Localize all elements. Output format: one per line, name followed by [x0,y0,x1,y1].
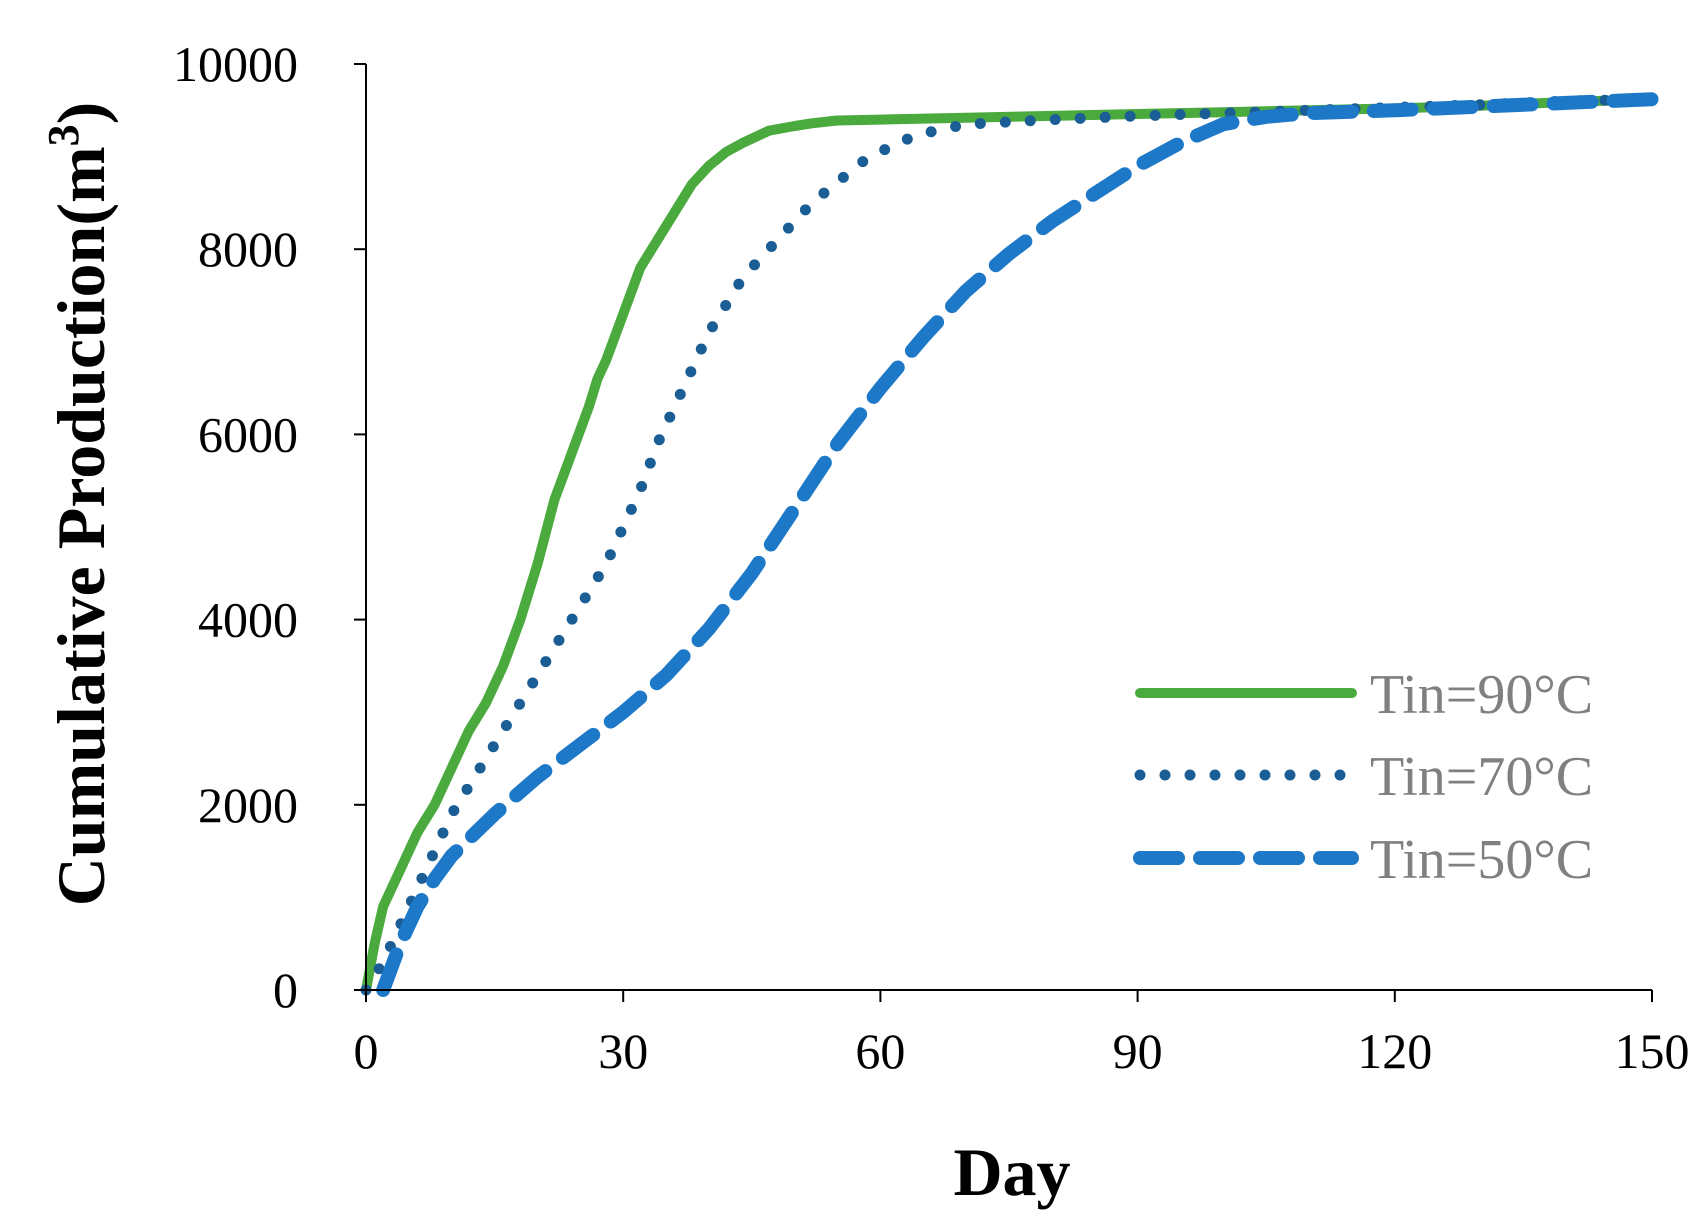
y-tick-label: 8000 [198,221,298,277]
x-tick-label: 90 [1113,1023,1163,1079]
axes-layer [365,64,1652,991]
y-axis-title-main: Cumulative Production(m [43,146,119,906]
legend-label-2: Tin=70°C [1370,746,1593,808]
series-line-3 [376,92,1659,997]
x-axis-title: Day [953,1134,1070,1210]
y-axis-title-suffix: ) [43,102,119,125]
series-line-1 [361,94,1657,995]
legend: Tin=90°C Tin=70°C Tin=50°C [1133,664,1593,891]
x-tick-label: 0 [354,1023,379,1079]
y-tick-label: 4000 [198,592,298,648]
x-tick-label: 60 [855,1023,905,1079]
legend-label-3: Tin=50°C [1370,829,1593,891]
x-tick-label: 150 [1615,1023,1690,1079]
y-tick-label: 0 [273,962,298,1018]
y-axis-title-superscript: 3 [39,124,88,146]
y-tick-label: 6000 [198,406,298,462]
ticks-layer: 0 2000 4000 6000 8000 10000 0 30 60 90 120 150 [173,36,1690,1079]
y-tick-label: 10000 [173,36,298,92]
series-layer [360,92,1659,997]
legend-label-1: Tin=90°C [1370,664,1593,726]
y-tick-label: 2000 [198,777,298,833]
y-axis-title: Cumulative Production(m3) [39,102,119,907]
x-tick-label: 120 [1357,1023,1432,1079]
x-tick-label: 30 [598,1023,648,1079]
